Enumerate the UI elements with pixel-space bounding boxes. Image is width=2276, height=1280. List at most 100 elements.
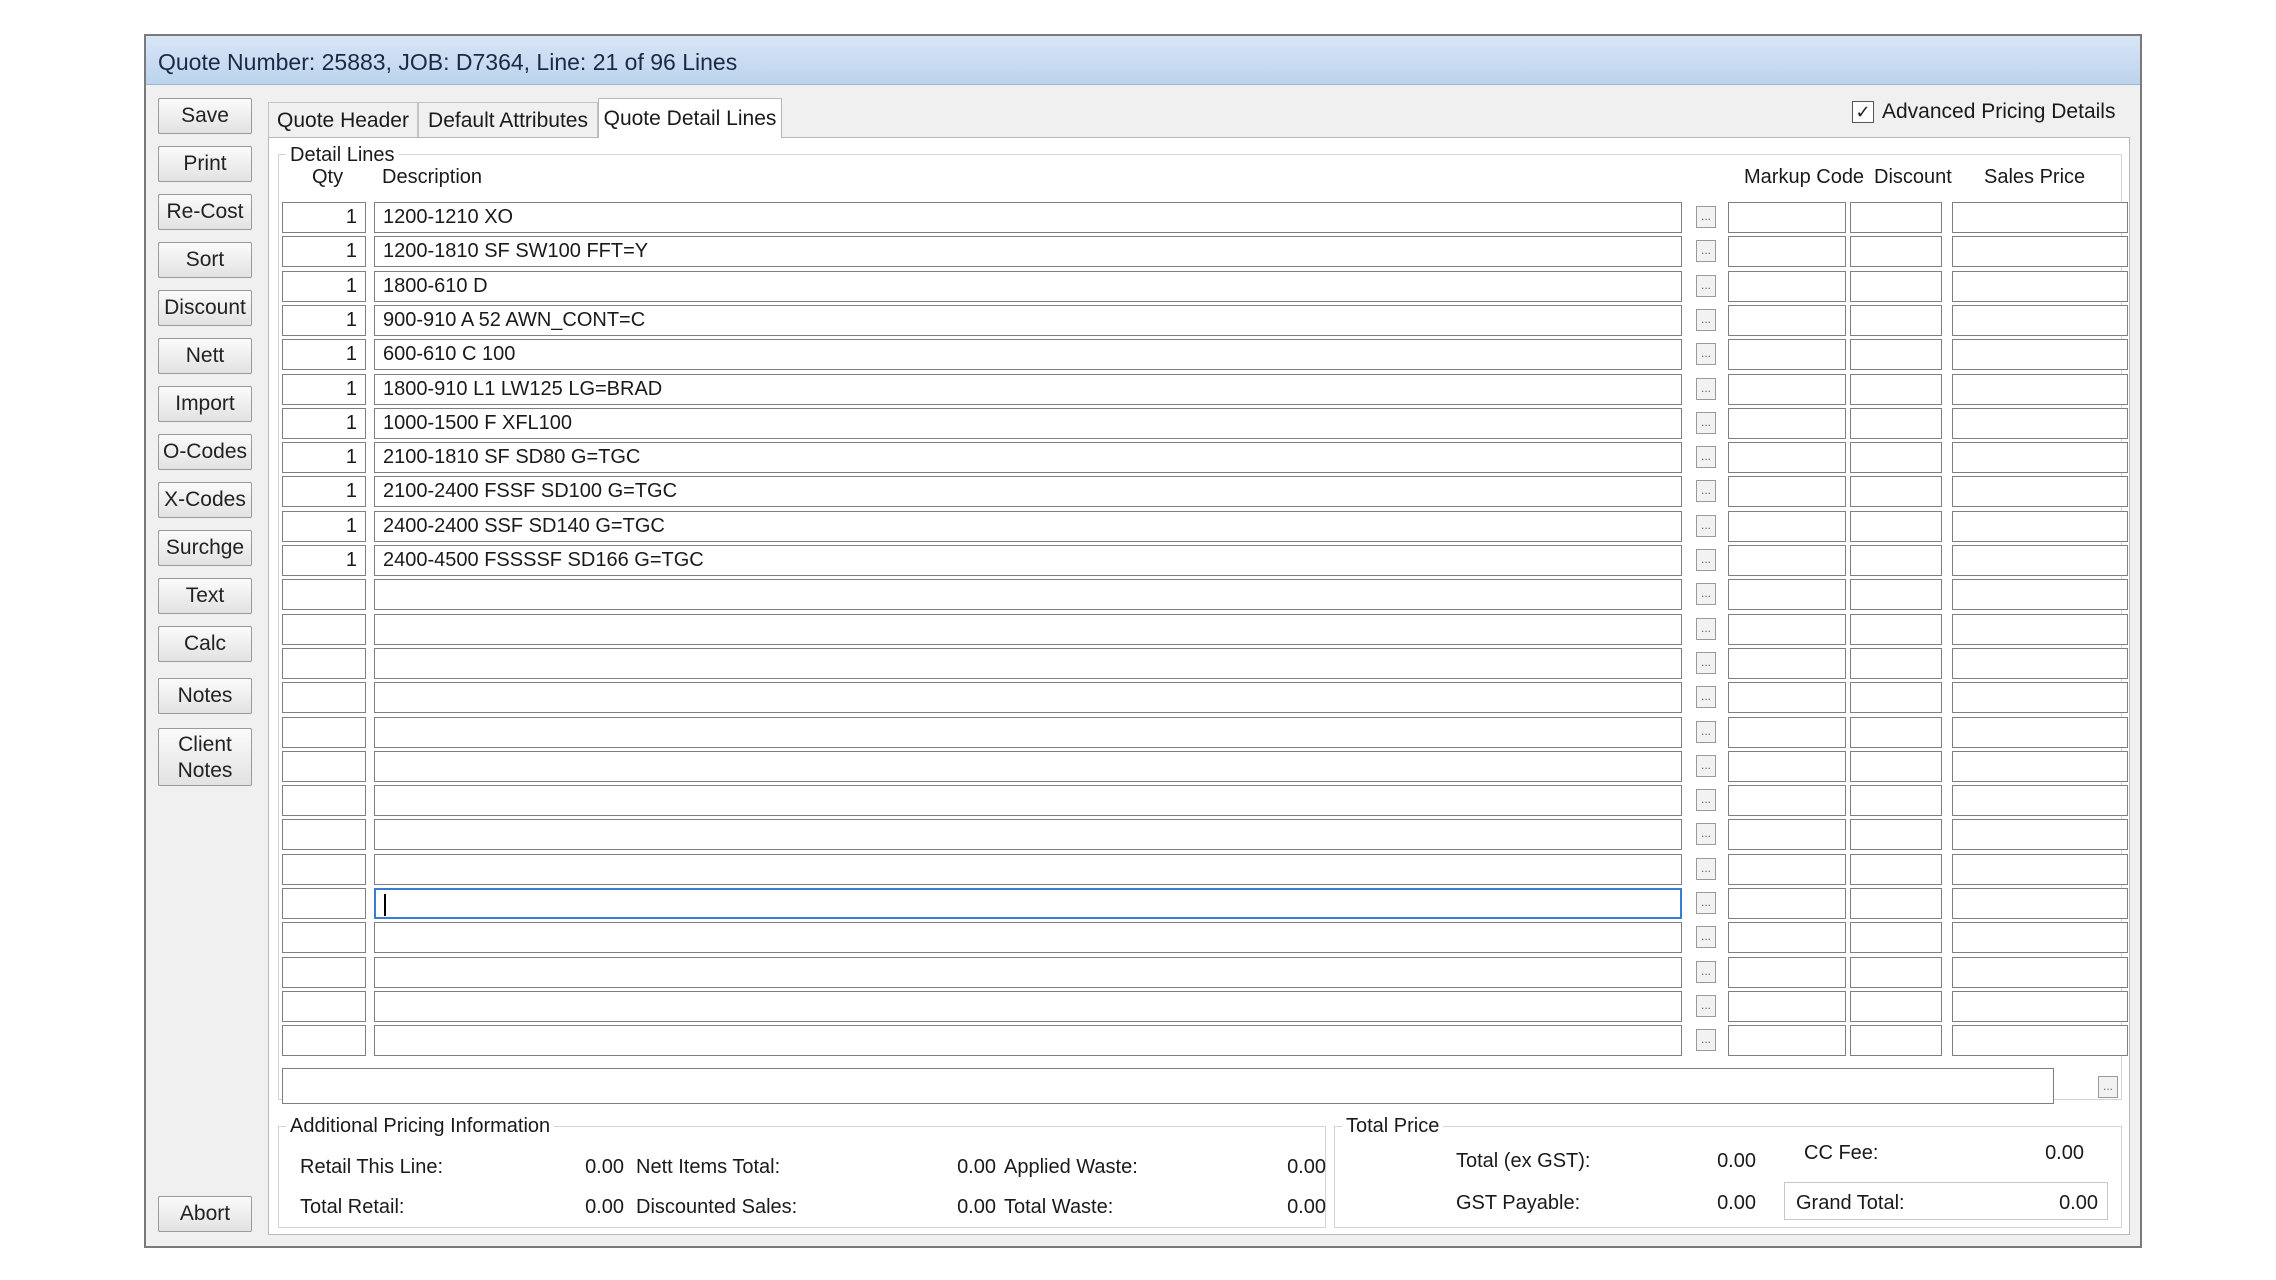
row-ellipsis-button[interactable]: ...	[1696, 858, 1716, 880]
markup-code-field[interactable]	[1728, 717, 1846, 748]
discount-field[interactable]	[1850, 819, 1942, 850]
markup-code-field[interactable]	[1728, 271, 1846, 302]
qty-field[interactable]: 1	[282, 511, 366, 542]
abort-button[interactable]: Abort	[158, 1196, 252, 1232]
description-field[interactable]: 1200-1210 XO	[374, 202, 1682, 233]
description-field[interactable]: 600-610 C 100	[374, 339, 1682, 370]
description-field[interactable]	[374, 922, 1682, 953]
qty-field[interactable]	[282, 614, 366, 645]
description-field[interactable]	[374, 682, 1682, 713]
discount-field[interactable]	[1850, 408, 1942, 439]
discount-field[interactable]	[1850, 648, 1942, 679]
row-ellipsis-button[interactable]: ...	[1696, 652, 1716, 674]
qty-field[interactable]	[282, 648, 366, 679]
discount-field[interactable]	[1850, 305, 1942, 336]
sales-price-field[interactable]	[1952, 236, 2128, 267]
qty-field[interactable]	[282, 717, 366, 748]
discount-field[interactable]	[1850, 442, 1942, 473]
row-ellipsis-button[interactable]: ...	[1696, 378, 1716, 400]
description-field[interactable]: 1000-1500 F XFL100	[374, 408, 1682, 439]
discount-button[interactable]: Discount	[158, 290, 252, 326]
description-field[interactable]	[374, 957, 1682, 988]
qty-field[interactable]: 1	[282, 339, 366, 370]
markup-code-field[interactable]	[1728, 408, 1846, 439]
sales-price-field[interactable]	[1952, 922, 2128, 953]
discount-field[interactable]	[1850, 854, 1942, 885]
discount-field[interactable]	[1850, 991, 1942, 1022]
description-field[interactable]	[374, 614, 1682, 645]
ocodes-button[interactable]: O-Codes	[158, 434, 252, 470]
surcharge-button[interactable]: Surchge	[158, 530, 252, 566]
sales-price-field[interactable]	[1952, 511, 2128, 542]
sales-price-field[interactable]	[1952, 991, 2128, 1022]
qty-field[interactable]: 1	[282, 374, 366, 405]
qty-field[interactable]: 1	[282, 545, 366, 576]
sales-price-field[interactable]	[1952, 819, 2128, 850]
markup-code-field[interactable]	[1728, 888, 1846, 919]
markup-code-field[interactable]	[1728, 957, 1846, 988]
qty-field[interactable]: 1	[282, 202, 366, 233]
sales-price-field[interactable]	[1952, 888, 2128, 919]
discount-field[interactable]	[1850, 614, 1942, 645]
qty-field[interactable]: 1	[282, 236, 366, 267]
markup-code-field[interactable]	[1728, 751, 1846, 782]
row-ellipsis-button[interactable]: ...	[1696, 240, 1716, 262]
row-ellipsis-button[interactable]: ...	[1696, 618, 1716, 640]
qty-field[interactable]	[282, 922, 366, 953]
text-button[interactable]: Text	[158, 578, 252, 614]
qty-field[interactable]: 1	[282, 476, 366, 507]
qty-field[interactable]	[282, 957, 366, 988]
markup-code-field[interactable]	[1728, 339, 1846, 370]
sales-price-field[interactable]	[1952, 854, 2128, 885]
row-ellipsis-button[interactable]: ...	[1696, 549, 1716, 571]
row-ellipsis-button[interactable]: ...	[1696, 412, 1716, 434]
markup-code-field[interactable]	[1728, 545, 1846, 576]
sales-price-field[interactable]	[1952, 545, 2128, 576]
sales-price-field[interactable]	[1952, 614, 2128, 645]
description-field[interactable]	[374, 717, 1682, 748]
discount-field[interactable]	[1850, 236, 1942, 267]
qty-field[interactable]	[282, 579, 366, 610]
description-field[interactable]: 1200-1810 SF SW100 FFT=Y	[374, 236, 1682, 267]
discount-field[interactable]	[1850, 785, 1942, 816]
qty-field[interactable]: 1	[282, 305, 366, 336]
sort-button[interactable]: Sort	[158, 242, 252, 278]
markup-code-field[interactable]	[1728, 511, 1846, 542]
qty-field[interactable]: 1	[282, 408, 366, 439]
sales-price-field[interactable]	[1952, 1025, 2128, 1056]
markup-code-field[interactable]	[1728, 1025, 1846, 1056]
markup-code-field[interactable]	[1728, 305, 1846, 336]
row-ellipsis-button[interactable]: ...	[1696, 206, 1716, 228]
import-button[interactable]: Import	[158, 386, 252, 422]
qty-field[interactable]	[282, 785, 366, 816]
description-field[interactable]	[374, 854, 1682, 885]
qty-field[interactable]	[282, 888, 366, 919]
qty-field[interactable]	[282, 751, 366, 782]
sales-price-field[interactable]	[1952, 202, 2128, 233]
sales-price-field[interactable]	[1952, 682, 2128, 713]
markup-code-field[interactable]	[1728, 785, 1846, 816]
markup-code-field[interactable]	[1728, 648, 1846, 679]
row-ellipsis-button[interactable]: ...	[1696, 961, 1716, 983]
print-button[interactable]: Print	[158, 146, 252, 182]
row-ellipsis-button[interactable]: ...	[1696, 686, 1716, 708]
discount-field[interactable]	[1850, 374, 1942, 405]
row-ellipsis-button[interactable]: ...	[1696, 515, 1716, 537]
row-ellipsis-button[interactable]: ...	[1696, 275, 1716, 297]
description-field[interactable]	[374, 888, 1682, 919]
sales-price-field[interactable]	[1952, 305, 2128, 336]
sales-price-field[interactable]	[1952, 957, 2128, 988]
sales-price-field[interactable]	[1952, 579, 2128, 610]
description-field[interactable]: 1800-910 L1 LW125 LG=BRAD	[374, 374, 1682, 405]
save-button[interactable]: Save	[158, 98, 252, 134]
markup-code-field[interactable]	[1728, 374, 1846, 405]
sales-price-field[interactable]	[1952, 648, 2128, 679]
markup-code-field[interactable]	[1728, 854, 1846, 885]
discount-field[interactable]	[1850, 545, 1942, 576]
sales-price-field[interactable]	[1952, 751, 2128, 782]
description-field[interactable]: 1800-610 D	[374, 271, 1682, 302]
discount-field[interactable]	[1850, 339, 1942, 370]
line-note-ellipsis-button[interactable]: ...	[2098, 1076, 2118, 1098]
description-field[interactable]	[374, 579, 1682, 610]
row-ellipsis-button[interactable]: ...	[1696, 583, 1716, 605]
